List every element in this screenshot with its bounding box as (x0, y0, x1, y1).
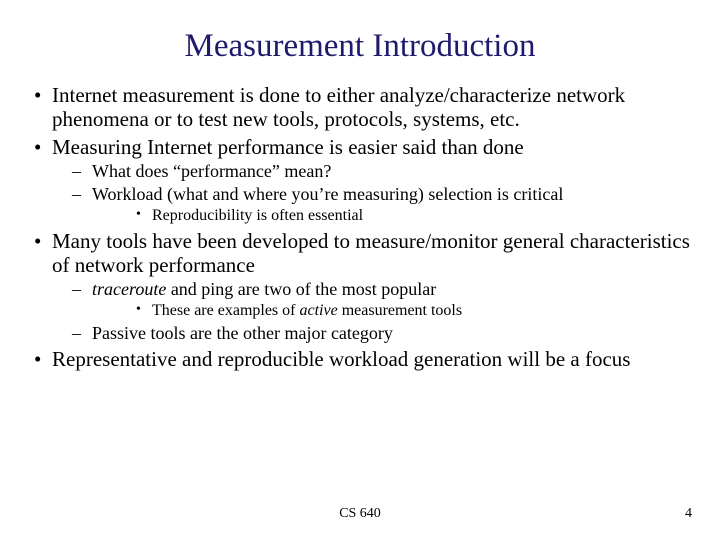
slide-title: Measurement Introduction (30, 28, 690, 65)
bullet-3-2: Passive tools are the other major catego… (52, 323, 690, 344)
bullet-3-text: Many tools have been developed to measur… (52, 229, 690, 277)
bullet-3-1-1-post: measurement tools (338, 302, 462, 319)
slide: Measurement Introduction Internet measur… (0, 0, 720, 540)
bullet-4-text: Representative and reproducible workload… (52, 347, 630, 371)
bullet-2-2-1: Reproducibility is often essential (92, 207, 690, 225)
bullet-3: Many tools have been developed to measur… (30, 229, 690, 343)
bullet-3-1: traceroute and ping are two of the most … (52, 279, 690, 320)
bullet-3-1-sublist: These are examples of active measurement… (92, 302, 690, 320)
bullet-2-sublist: What does “performance” mean? Workload (… (52, 161, 690, 225)
bullet-3-sublist: traceroute and ping are two of the most … (52, 279, 690, 343)
bullet-3-1-1-pre: These are examples of (152, 302, 299, 319)
footer-page-number: 4 (685, 506, 692, 522)
bullet-1: Internet measurement is done to either a… (30, 83, 690, 131)
bullet-2-text: Measuring Internet performance is easier… (52, 135, 524, 159)
bullet-2-1-text: What does “performance” mean? (92, 161, 331, 181)
bullet-2: Measuring Internet performance is easier… (30, 135, 690, 225)
bullet-list-level1: Internet measurement is done to either a… (30, 83, 690, 371)
bullet-2-2-1-text: Reproducibility is often essential (152, 207, 363, 224)
bullet-4: Representative and reproducible workload… (30, 347, 690, 371)
bullet-2-2-sublist: Reproducibility is often essential (92, 207, 690, 225)
bullet-1-text: Internet measurement is done to either a… (52, 83, 625, 131)
bullet-3-2-text: Passive tools are the other major catego… (92, 323, 393, 343)
bullet-2-1: What does “performance” mean? (52, 161, 690, 182)
bullet-2-2-text: Workload (what and where you’re measurin… (92, 184, 563, 204)
bullet-2-2: Workload (what and where you’re measurin… (52, 184, 690, 225)
bullet-3-1-1-em: active (299, 302, 337, 319)
bullet-3-1-em: traceroute (92, 279, 166, 299)
bullet-3-1-1: These are examples of active measurement… (92, 302, 690, 320)
footer-course: CS 640 (0, 506, 720, 522)
bullet-3-1-rest: and ping are two of the most popular (166, 279, 436, 299)
